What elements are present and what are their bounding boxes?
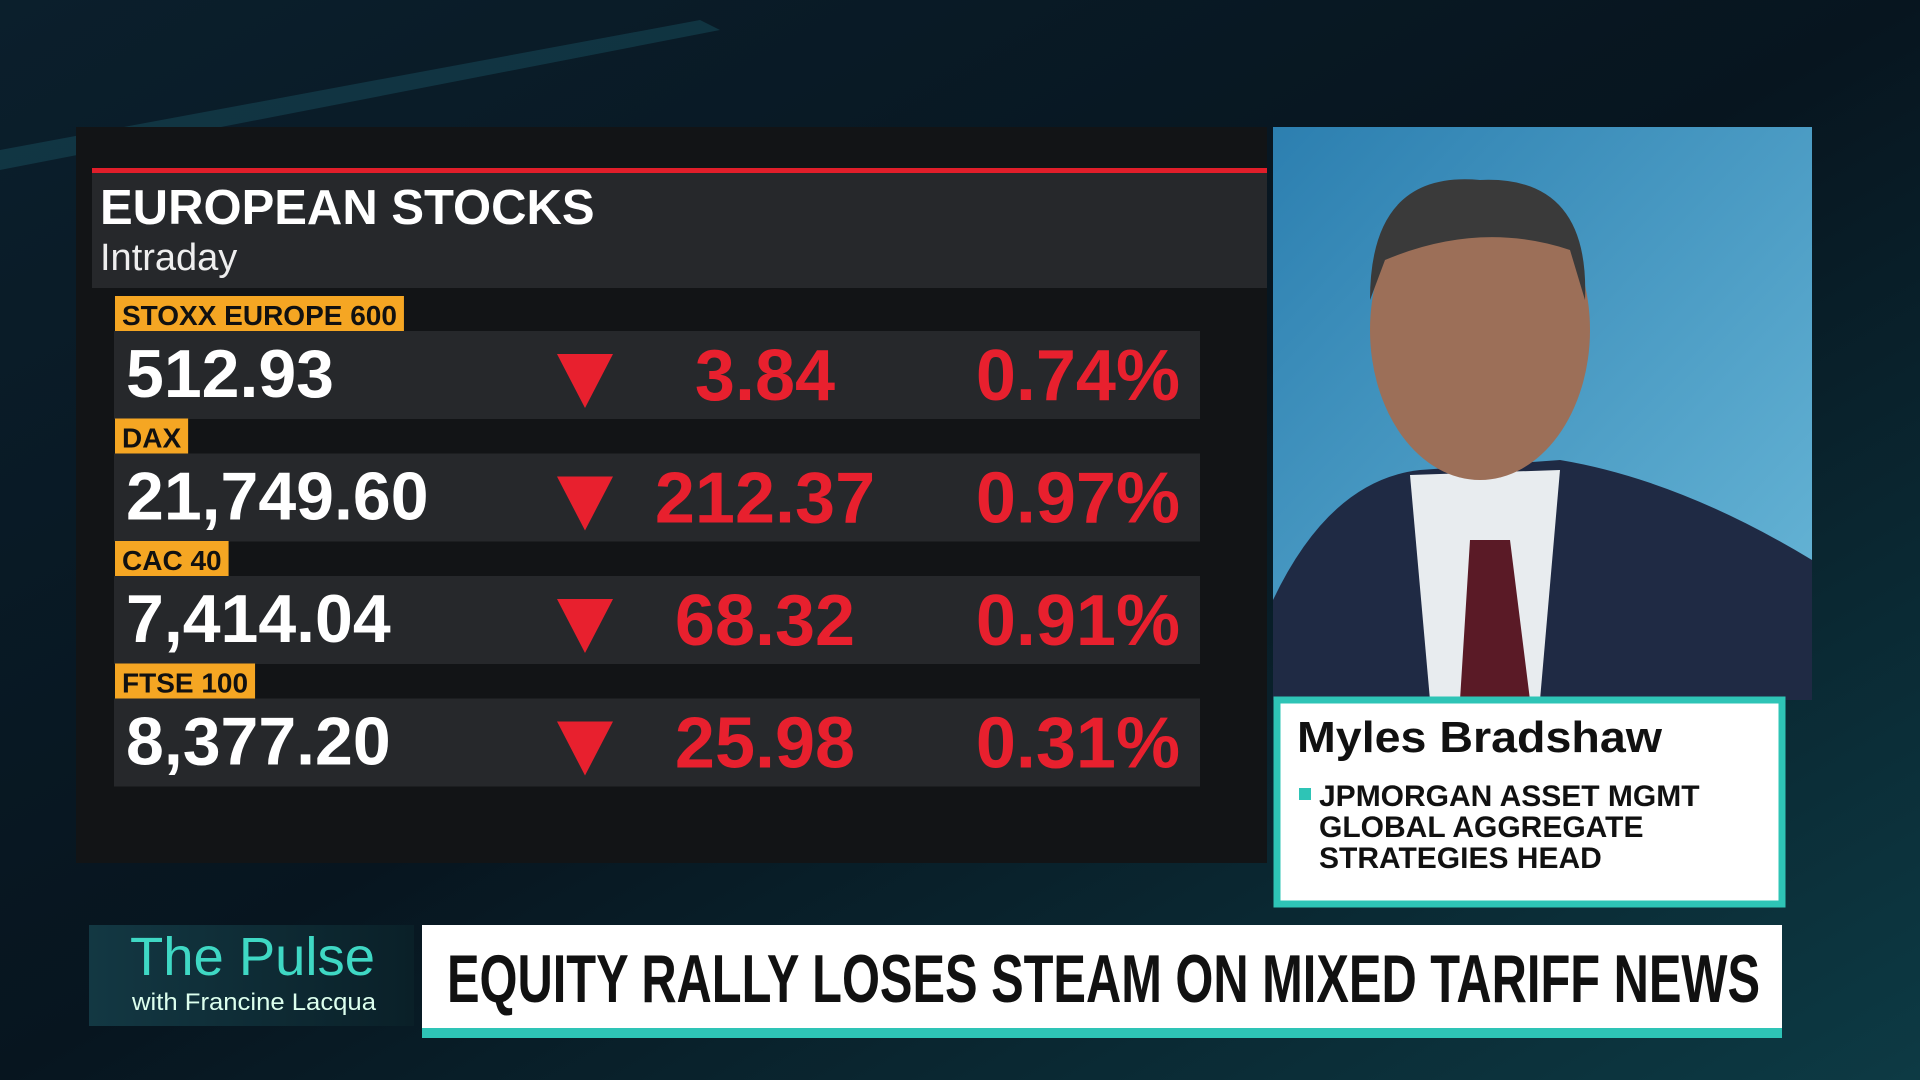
percent-change: 0.74%: [976, 336, 1180, 416]
guest-title-line: GLOBAL AGGREGATE: [1319, 811, 1643, 844]
index-name: STOXX EUROPE 600: [122, 300, 397, 331]
guest-caption: [1273, 696, 1786, 908]
index-value: 7,414.04: [126, 581, 391, 657]
stock-rows: STOXX EUROPE 600 512.93 3.84 0.74% DAX 21,749…: [114, 296, 1200, 787]
index-name: CAC 40: [122, 545, 222, 576]
net-change: 68.32: [675, 581, 855, 661]
guest-hair: [1370, 179, 1586, 300]
net-change: 212.37: [655, 459, 875, 539]
down-arrow: [557, 354, 613, 408]
panel-header: [92, 168, 1267, 288]
index-name: FTSE 100: [122, 668, 248, 699]
panel-subtitle: Intraday: [100, 237, 237, 279]
headline-bar: [422, 925, 1782, 1038]
index-tag: [115, 663, 256, 700]
headline-rule: [422, 1028, 1782, 1038]
index-value: 21,749.60: [126, 459, 429, 535]
guest-name: Myles Bradshaw: [1297, 713, 1663, 762]
down-arrow: [557, 599, 613, 653]
index-tag: [115, 418, 189, 455]
guest-tie: [1460, 540, 1530, 700]
caption-bullet: [1299, 788, 1311, 800]
guest-title-line: JPMORGAN ASSET MGMT: [1319, 780, 1700, 813]
index-name: DAX: [122, 423, 181, 454]
percent-change: 0.31%: [976, 704, 1180, 784]
down-arrow: [557, 721, 613, 776]
row-bar: [114, 331, 1200, 419]
row-bar: [114, 576, 1200, 664]
show-host: with Francine Lacqua: [131, 989, 377, 1016]
row-bar: [114, 698, 1200, 787]
index-value: 512.93: [126, 336, 334, 412]
guest-title-line: STRATEGIES HEAD: [1319, 842, 1602, 875]
percent-change: 0.91%: [976, 581, 1180, 661]
net-change: 25.98: [675, 704, 855, 784]
index-tag: [115, 296, 404, 332]
show-title: The Pulse: [130, 927, 375, 987]
row-bar: [114, 453, 1200, 542]
guest-face: [1370, 180, 1590, 480]
show-logo: [89, 925, 414, 1026]
index-value: 8,377.20: [126, 704, 391, 780]
headline: EQUITY RALLY LOSES STEAM ON MIXED TARIFF…: [447, 941, 1760, 1017]
percent-change: 0.97%: [976, 459, 1180, 539]
down-arrow: [557, 476, 613, 531]
index-tag: [115, 541, 229, 577]
net-change: 3.84: [695, 336, 835, 416]
panel-title: EUROPEAN STOCKS: [100, 181, 595, 235]
header-rule: [92, 168, 1267, 173]
